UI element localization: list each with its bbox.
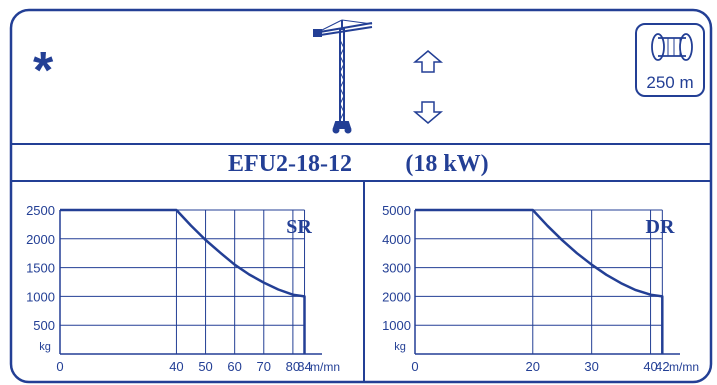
load-curve xyxy=(60,208,306,354)
up-arrow-icon xyxy=(412,50,444,73)
y-axis-unit-label: kg xyxy=(394,341,406,353)
x-tick-label: 0 xyxy=(56,359,63,374)
x-tick-label: 40 xyxy=(169,359,183,374)
x-tick-label: 60 xyxy=(227,359,241,374)
x-tick-label: 42 xyxy=(655,359,669,374)
y-tick-label: 500 xyxy=(33,318,55,333)
y-tick-label: 2000 xyxy=(26,232,55,247)
down-arrow-icon xyxy=(412,101,444,124)
y-tick-label: 2000 xyxy=(382,289,411,304)
x-tick-label: 30 xyxy=(584,359,598,374)
asterisk-mark: * xyxy=(33,42,54,100)
load-curve xyxy=(415,208,664,354)
outer-border xyxy=(9,8,713,384)
mode-label: DR xyxy=(646,216,675,238)
x-tick-label: 50 xyxy=(198,359,212,374)
x-tick-label: 40 xyxy=(643,359,657,374)
x-tick-label: 80 xyxy=(286,359,300,374)
power-title: (18 kW) xyxy=(405,151,488,177)
tower-crane-icon xyxy=(313,19,373,134)
y-tick-label: 1500 xyxy=(26,261,55,276)
cable-length-label: 250 m xyxy=(646,73,693,92)
y-tick-label: 5000 xyxy=(382,203,411,218)
model-title: EFU2-18-12 xyxy=(228,151,352,177)
cable-drum-icon xyxy=(651,33,693,61)
y-tick-label: 1000 xyxy=(26,289,55,304)
x-tick-label: 0 xyxy=(411,359,418,374)
x-tick-label: 84 xyxy=(297,359,311,374)
y-tick-label: 2500 xyxy=(26,203,55,218)
x-axis-unit-label: m/mn xyxy=(310,360,340,374)
mode-label: SR xyxy=(286,216,312,238)
y-tick-label: 1000 xyxy=(382,318,411,333)
x-axis-unit-label: m/mn xyxy=(669,360,699,374)
x-tick-label: 70 xyxy=(257,359,271,374)
y-tick-label: 3000 xyxy=(382,261,411,276)
y-tick-label: 4000 xyxy=(382,232,411,247)
y-axis-unit-label: kg xyxy=(39,341,51,353)
x-tick-label: 20 xyxy=(526,359,540,374)
